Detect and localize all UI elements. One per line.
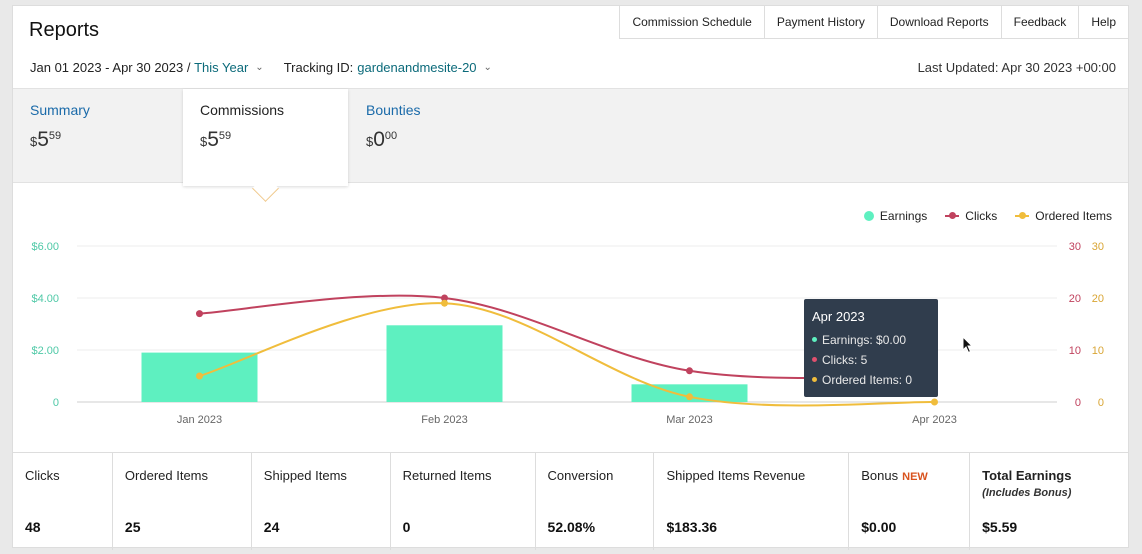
ordered-items-point bbox=[441, 299, 448, 307]
stat-ordered-items: Ordered Items 25 bbox=[113, 453, 252, 550]
payment-history-link[interactable]: Payment History bbox=[765, 6, 878, 38]
legend-ordered-items[interactable]: Ordered Items bbox=[1015, 209, 1112, 223]
x-axis-tick-label: Feb 2023 bbox=[421, 414, 467, 426]
tab-summary-amount: $559 bbox=[30, 128, 62, 151]
tab-commissions-label: Commissions bbox=[200, 102, 285, 118]
feedback-link[interactable]: Feedback bbox=[1002, 6, 1080, 38]
tab-bounties-amount: $000 bbox=[366, 128, 398, 151]
stat-value: $5.59 bbox=[982, 519, 1018, 535]
chevron-down-icon[interactable]: ⌄ bbox=[483, 62, 492, 73]
stat-value: 25 bbox=[124, 519, 141, 535]
clicks-point bbox=[686, 367, 693, 375]
clicks-point bbox=[196, 310, 203, 318]
tab-summary-label: Summary bbox=[30, 102, 90, 118]
right-axis-clicks-tick-label: 30 bbox=[1069, 241, 1081, 253]
tooltip-ordered-items: Ordered Items: 0 bbox=[812, 370, 930, 390]
left-axis-tick-label: $6.00 bbox=[31, 241, 59, 253]
last-updated: Last Updated: Apr 30 2023 +00:00 bbox=[917, 60, 1116, 75]
mouse-cursor-icon bbox=[962, 336, 974, 354]
earnings-swatch-icon bbox=[863, 211, 874, 221]
tracking-id-label: Tracking ID: bbox=[283, 60, 354, 75]
stat-total-earnings: Total Earnings (Includes Bonus) $5.59 bbox=[970, 453, 1128, 550]
commission-schedule-link[interactable]: Commission Schedule bbox=[620, 6, 765, 38]
stat-bonus: Bonus NEW $0.00 bbox=[849, 453, 971, 550]
page-title: Reports bbox=[29, 19, 100, 41]
ordered-items-point bbox=[931, 398, 938, 406]
stat-value: $0.00 bbox=[861, 519, 897, 535]
report-tabs: Summary $559 Commissions $559 Bounties $… bbox=[13, 88, 1128, 186]
help-link[interactable]: Help bbox=[1091, 15, 1116, 29]
legend-earnings[interactable]: Earnings bbox=[863, 209, 927, 223]
stat-shipped-items: Shipped Items 24 bbox=[252, 453, 391, 550]
filters-bar: Jan 01 2023 - Apr 30 2023 / This Year ⌄ … bbox=[30, 60, 492, 75]
x-axis-tick-label: Mar 2023 bbox=[666, 414, 712, 426]
stat-clicks: Clicks 48 bbox=[13, 453, 113, 550]
ordered-items-point bbox=[686, 393, 693, 401]
earnings-chart: 0 0 0 $2.00 10 10 $4.00 20 20 $6.00 30 30 Jan 2023 Fe… bbox=[31, 241, 1104, 426]
chevron-down-icon[interactable]: ⌄ bbox=[255, 62, 264, 73]
right-axis-clicks-tick-label: 20 bbox=[1069, 293, 1081, 305]
stat-value: 24 bbox=[263, 519, 280, 535]
clicks-point bbox=[441, 294, 448, 302]
total-earnings-note: (Includes Bonus) bbox=[982, 487, 1072, 499]
tracking-id-dropdown[interactable]: gardenandmesite-20 bbox=[357, 60, 477, 75]
ordered-items-point bbox=[196, 372, 203, 380]
ordered-items-swatch-icon bbox=[1015, 212, 1030, 219]
chart-tooltip: Apr 2023 Earnings: $0.00 Clicks: 5 Order… bbox=[804, 299, 938, 397]
stats-row: Clicks 48 Ordered Items 25 Shipped Items… bbox=[13, 452, 1128, 550]
right-axis-ordered-tick-label: 30 bbox=[1092, 241, 1104, 253]
ordered-items-series-line bbox=[199, 302, 935, 407]
stat-value: 0 bbox=[402, 519, 411, 535]
tab-summary[interactable]: Summary $559 bbox=[13, 89, 183, 184]
earnings-bar bbox=[386, 325, 503, 402]
reports-card: Reports Commission Schedule Payment Hist… bbox=[12, 5, 1129, 550]
top-links: Commission Schedule Payment History Down… bbox=[619, 6, 1128, 39]
tab-bounties[interactable]: Bounties $000 bbox=[349, 89, 519, 184]
right-axis-clicks-tick-label: 0 bbox=[1075, 397, 1081, 409]
stat-conversion: Conversion 52.08% bbox=[536, 453, 655, 550]
tooltip-title: Apr 2023 bbox=[812, 309, 865, 324]
right-axis-ordered-tick-label: 20 bbox=[1092, 293, 1104, 305]
tab-commissions[interactable]: Commissions $559 bbox=[183, 89, 348, 186]
right-axis-ordered-tick-label: 0 bbox=[1098, 397, 1104, 409]
clicks-swatch-icon bbox=[945, 212, 960, 219]
x-axis-tick-label: Apr 2023 bbox=[912, 414, 957, 426]
date-range: Jan 01 2023 - Apr 30 2023 / bbox=[30, 60, 191, 75]
download-reports-link[interactable]: Download Reports bbox=[878, 6, 1002, 38]
legend-clicks[interactable]: Clicks bbox=[945, 209, 997, 223]
stat-returned-items: Returned Items 0 bbox=[391, 453, 536, 550]
chart-legend: Earnings Clicks Ordered Items bbox=[846, 209, 1112, 223]
x-axis-tick-label: Jan 2023 bbox=[177, 414, 222, 426]
new-badge: NEW bbox=[902, 471, 928, 483]
left-axis-tick-label: $2.00 bbox=[31, 345, 59, 357]
left-axis-tick-label: 0 bbox=[53, 397, 59, 409]
stat-value: $183.36 bbox=[666, 519, 718, 535]
tooltip-clicks: Clicks: 5 bbox=[812, 350, 930, 370]
right-axis-clicks-tick-label: 10 bbox=[1069, 345, 1081, 357]
tab-bounties-label: Bounties bbox=[366, 102, 421, 118]
period-dropdown[interactable]: This Year bbox=[194, 60, 249, 75]
stat-value: 48 bbox=[25, 519, 41, 535]
tooltip-earnings: Earnings: $0.00 bbox=[812, 330, 930, 350]
right-axis-ordered-tick-label: 10 bbox=[1092, 345, 1104, 357]
left-axis-tick-label: $4.00 bbox=[31, 293, 59, 305]
tab-commissions-amount: $559 bbox=[200, 128, 232, 151]
stat-shipped-items-revenue: Shipped Items Revenue $183.36 bbox=[654, 453, 850, 550]
stat-value: 52.08% bbox=[547, 519, 596, 535]
